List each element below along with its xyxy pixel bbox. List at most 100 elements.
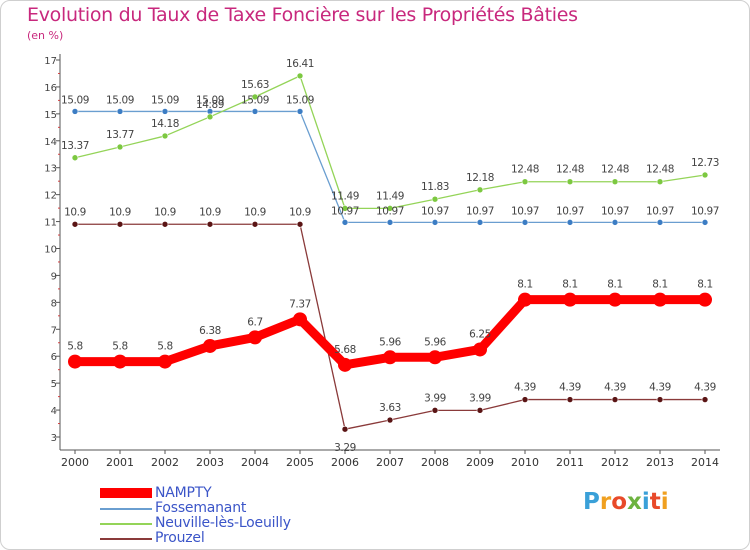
x-tick-label: 2002: [151, 456, 179, 469]
data-point: [563, 292, 577, 307]
x-tick-label: 2012: [601, 456, 629, 469]
data-point: [476, 219, 484, 226]
x-tick-label: 2003: [196, 456, 224, 469]
y-tick-label: 17: [44, 56, 57, 67]
data-label: 11.49: [376, 190, 404, 202]
data-label: 13.77: [106, 129, 134, 141]
data-label: 10.97: [421, 205, 449, 217]
y-tick-label: 4: [51, 406, 57, 417]
y-tick-label: 6: [51, 352, 57, 363]
data-label: 14.18: [151, 118, 179, 130]
data-point: [521, 396, 529, 403]
data-point: [71, 220, 79, 228]
proxiti-logo: Proxiti: [583, 489, 669, 515]
data-point: [656, 178, 664, 186]
y-tick-label: 9: [51, 271, 57, 282]
data-point: [161, 132, 169, 140]
data-label: 15.09: [61, 94, 89, 106]
legend-label-prouzel: Prouzel: [155, 530, 205, 546]
data-point: [701, 219, 709, 226]
chart-axes: 3 4 5 6 7 8 9 10 11 12 13 14 15 16 17 2000 2001 2002 2003 2…: [44, 54, 720, 469]
data-label: 10.9: [109, 206, 131, 218]
x-tick-label: 2009: [466, 456, 494, 469]
data-label: 11.83: [421, 181, 449, 193]
data-label: 5.8: [67, 341, 83, 353]
data-label: 12.48: [511, 164, 539, 176]
data-label: 8.1: [697, 279, 713, 291]
y-tick-label: 11: [44, 218, 57, 229]
data-point: [161, 220, 169, 228]
data-point: [113, 354, 127, 369]
data-point: [383, 350, 397, 365]
y-tick-label: 10: [44, 245, 57, 256]
data-label: 15.63: [241, 79, 269, 91]
data-point: [116, 143, 124, 151]
data-point: [341, 205, 349, 212]
data-label: 4.39: [514, 382, 536, 394]
data-point: [251, 108, 259, 115]
y-tick-label: 12: [44, 191, 57, 202]
data-point: [431, 219, 439, 226]
series-lines: [68, 72, 712, 433]
data-point: [68, 354, 82, 369]
legend-item-prouzel: Prouzel: [100, 530, 360, 546]
data-label: 8.1: [562, 279, 578, 291]
data-point: [476, 186, 484, 194]
data-point: [656, 396, 664, 403]
data-point: [611, 178, 619, 186]
x-tick-label: 2008: [421, 456, 449, 469]
y-tick-label: 14: [44, 137, 57, 148]
legend-label-nampty: NAMPTY: [155, 485, 212, 501]
logo-letter: r: [599, 489, 612, 515]
data-label: 10.9: [154, 206, 176, 218]
data-label: 3.63: [379, 402, 401, 414]
data-point: [653, 292, 667, 307]
chart-title: Evolution du Taux de Taxe Foncière sur l…: [27, 4, 578, 26]
data-label: 12.73: [691, 157, 719, 169]
y-tick-label: 3: [51, 433, 57, 444]
data-label: 3.99: [424, 392, 446, 404]
data-point: [476, 407, 484, 414]
y-tick-label: 7: [51, 325, 57, 336]
data-label: 6.7: [247, 316, 263, 328]
data-label: 10.97: [646, 205, 674, 217]
data-point: [428, 350, 442, 365]
data-point: [521, 219, 529, 226]
legend-label-fossemanant: Fossemanant: [155, 500, 247, 516]
x-tick-label: 2000: [61, 456, 89, 469]
data-label: 10.97: [331, 205, 359, 217]
legend-item-nampty: NAMPTY: [100, 485, 360, 501]
data-point: [566, 178, 574, 186]
y-tick-label: 13: [44, 164, 57, 175]
data-point: [296, 220, 304, 228]
data-label: 6.38: [199, 325, 221, 337]
logo-letter: P: [583, 489, 600, 515]
data-point: [386, 205, 394, 212]
x-tick-label: 2007: [376, 456, 404, 469]
data-point: [521, 178, 529, 186]
data-point: [566, 396, 574, 403]
data-point: [566, 219, 574, 226]
logo-letter: i: [641, 489, 650, 515]
data-label: 10.97: [691, 205, 719, 217]
data-point: [251, 220, 259, 228]
data-label: 12.48: [556, 164, 584, 176]
data-label: 12.48: [646, 164, 674, 176]
data-label: 7.37: [289, 298, 311, 310]
data-label: 11.49: [331, 190, 359, 202]
data-label: 8.1: [652, 279, 668, 291]
data-point: [293, 312, 307, 327]
data-label: 10.9: [64, 206, 86, 218]
data-point: [71, 154, 79, 162]
data-label: 15.09: [196, 94, 224, 106]
data-point: [116, 220, 124, 228]
data-label: 10.9: [244, 206, 266, 218]
data-point: [161, 108, 169, 115]
data-label: 4.39: [694, 382, 716, 394]
y-tick-label: 15: [44, 110, 57, 121]
data-point: [203, 338, 217, 353]
data-label: 4.39: [649, 382, 671, 394]
data-label: 16.41: [286, 58, 314, 70]
